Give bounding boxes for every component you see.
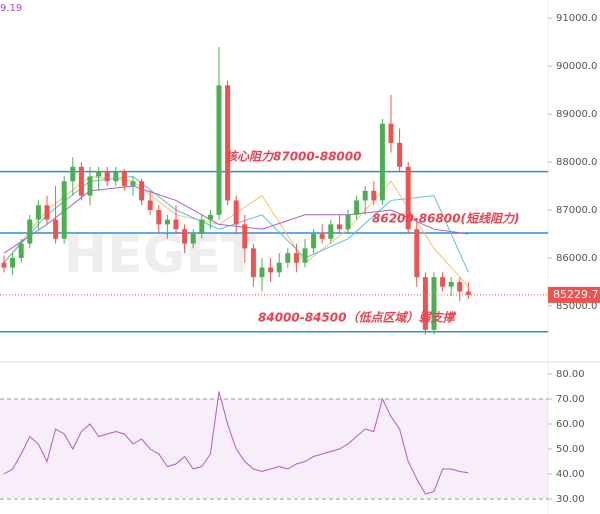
y-tick-label: 89000.0	[556, 109, 597, 120]
candle-body	[405, 166, 411, 230]
candle-body	[268, 267, 274, 273]
y-tick-label: 70.00	[556, 394, 585, 405]
candle-body	[35, 205, 41, 220]
candle-body	[78, 166, 84, 196]
candle-body	[96, 171, 102, 177]
oscillator-band	[0, 399, 548, 499]
candle-body	[431, 277, 437, 330]
y-tick-label: 90000.0	[556, 61, 597, 72]
candle-body	[465, 291, 471, 295]
candle-body	[53, 219, 59, 239]
candle-body	[371, 190, 377, 201]
candle-body	[156, 210, 162, 225]
candle-body	[139, 181, 145, 201]
y-tick-label: 80.00	[556, 369, 585, 380]
candle-body	[302, 248, 308, 263]
candle-body	[18, 243, 24, 258]
annotation: 86200-86800(短线阻力)	[372, 212, 519, 226]
candle-body	[199, 219, 205, 234]
candle-body	[233, 200, 239, 225]
candle-body	[414, 229, 420, 278]
candle-body	[328, 224, 334, 239]
candle-body	[345, 214, 351, 230]
candle-body	[422, 277, 428, 330]
candle-body	[182, 229, 188, 244]
candle-body	[285, 253, 291, 263]
oscillator-line	[3, 391, 469, 495]
moving-average	[3, 185, 469, 254]
last-price-label: 85229.7	[553, 288, 599, 301]
last-price-box	[548, 286, 600, 303]
watermark: HEGET	[64, 225, 257, 285]
y-tick-label: 91000.0	[556, 13, 597, 24]
candle-body	[354, 200, 360, 215]
candle-body	[44, 205, 50, 220]
candle-body	[70, 166, 76, 182]
candle-body	[27, 219, 33, 244]
candle-body	[457, 281, 463, 292]
y-tick-label: 40.00	[556, 469, 585, 480]
candle-body	[1, 262, 7, 268]
y-tick-label: 30.00	[556, 494, 585, 505]
candle-body	[259, 267, 265, 278]
candle-body	[448, 281, 454, 287]
y-tick-label: 88000.0	[556, 157, 597, 168]
candle-body	[104, 171, 110, 182]
candle-body	[190, 233, 196, 244]
candle-body	[10, 257, 16, 268]
candle-body	[362, 190, 368, 201]
y-tick-label: 60.00	[556, 419, 585, 430]
candle-body	[336, 224, 342, 230]
candle-body	[164, 219, 170, 225]
candle-body	[225, 85, 231, 201]
y-tick-label: 85000.0	[556, 301, 597, 312]
annotation: 核心阻力87000-88000	[225, 150, 361, 164]
candle-body	[147, 200, 153, 211]
candle-body	[130, 181, 136, 187]
candle-body	[61, 181, 67, 239]
candle-body	[379, 123, 385, 201]
candle-body	[276, 262, 282, 273]
candle-body	[87, 176, 93, 196]
y-tick-label: 86000.0	[556, 253, 597, 264]
candle-body	[173, 219, 179, 230]
candle-body	[113, 171, 119, 182]
candle-body	[242, 224, 248, 249]
candle-body	[388, 123, 394, 143]
candle-body	[311, 233, 317, 249]
candle-body	[121, 171, 127, 187]
y-tick-label: 50.00	[556, 444, 585, 455]
corner-text: 9.19	[0, 3, 22, 14]
candle-body	[250, 248, 256, 278]
candle-body	[397, 142, 403, 167]
annotation: 84000-84500（低点区域）弱支撑	[258, 311, 456, 325]
y-tick-label: 87000.0	[556, 205, 597, 216]
candle-body	[207, 214, 213, 220]
candle-body	[440, 277, 446, 287]
candle-body	[319, 233, 325, 239]
candle-body	[216, 85, 222, 215]
candle-body	[293, 253, 299, 263]
